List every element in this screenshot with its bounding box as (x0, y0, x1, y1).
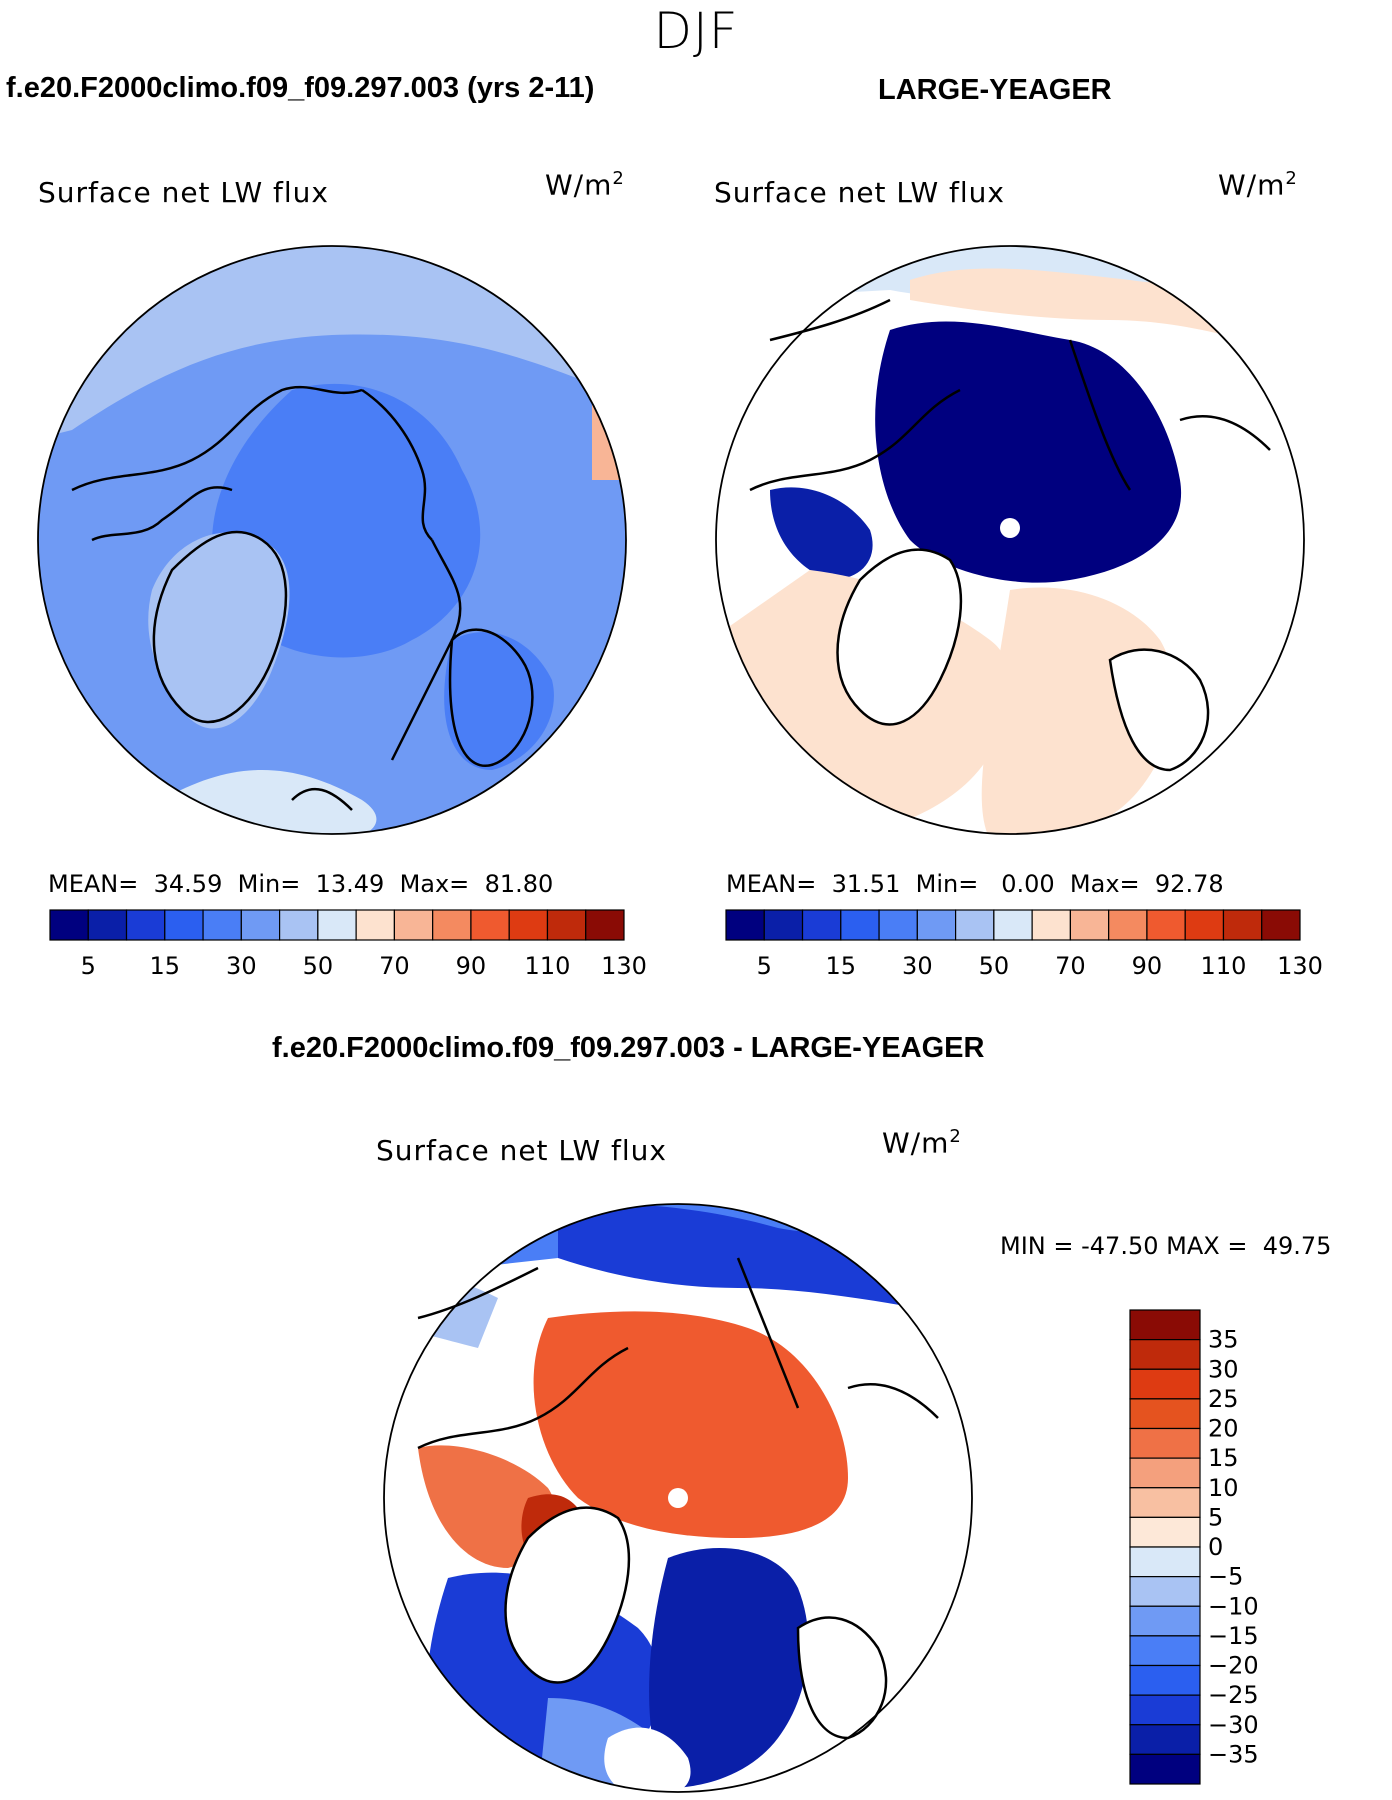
panel2-colorbar-swatch-7 (993, 909, 1033, 941)
panel3-colorbar-label-11: −20 (1208, 1652, 1259, 1680)
panel3-colorbar-swatch-15 (1129, 1753, 1201, 1785)
panel1-colorbar-swatch-3 (164, 909, 204, 941)
panel2-stats: MEAN= 31.51 Min= 0.00 Max= 92.78 (726, 870, 1224, 898)
panel3-colorbar-label-14: −35 (1208, 1740, 1259, 1768)
panel2-colorbar-label-5: 90 (1132, 952, 1163, 980)
panel2-colorbar-swatch-4 (878, 909, 918, 941)
panel1-colorbar-swatch-14 (585, 909, 625, 941)
panel2-colorbar-swatch-12 (1184, 909, 1225, 941)
panel2-colorbar-swatch-2 (801, 909, 842, 941)
panel1-colorbar-swatch-11 (470, 909, 510, 941)
panel1-colorbar-swatch-9 (393, 909, 434, 941)
panel3-colorbar-swatch-5 (1129, 1457, 1201, 1489)
panel2-colorbar-label-7: 130 (1277, 952, 1323, 980)
panel2-colorbar: 5 15 30 50 70 90 110 130 (725, 909, 1323, 980)
panel1-title: f.e20.F2000climo.f09_f09.297.003 (yrs 2-… (6, 72, 595, 104)
panel1-colorbar-label-1: 15 (150, 952, 181, 980)
panel3-colorbar-label-0: 35 (1208, 1326, 1239, 1354)
panel3-colorbar-label-10: −15 (1208, 1622, 1259, 1650)
panel3-colorbar-swatch-6 (1129, 1487, 1201, 1518)
panel2-colorbar-label-4: 70 (1055, 952, 1086, 980)
panel2-colorbar-swatch-5 (916, 909, 957, 941)
panel1-colorbar-label-5: 90 (456, 952, 487, 980)
panel2-units: W/m2 (1218, 168, 1298, 202)
panel3-colorbar-swatch-1 (1129, 1339, 1201, 1370)
panel3-title: f.e20.F2000climo.f09_f09.297.003 - LARGE… (272, 1032, 985, 1064)
panel3-colorbar-swatch-13 (1129, 1694, 1201, 1726)
panel3-colorbar-label-13: −30 (1208, 1711, 1259, 1739)
panel3-colorbar-label-12: −25 (1208, 1681, 1259, 1709)
panel3-colorbar-label-8: −5 (1208, 1563, 1243, 1591)
panel1-colorbar-label-4: 70 (379, 952, 410, 980)
panel1-colorbar-swatch-4 (202, 909, 242, 941)
panel1-label: Surface net LW flux (38, 176, 329, 209)
panel1-colorbar-label-2: 30 (226, 952, 257, 980)
panel2-colorbar-label-6: 110 (1201, 952, 1247, 980)
panel3-colorbar-swatch-4 (1129, 1427, 1201, 1459)
panel1-colorbar-swatch-8 (355, 909, 395, 941)
panel3-colorbar-swatch-0 (1129, 1309, 1201, 1341)
panel2-colorbar-swatch-13 (1222, 909, 1263, 941)
panel2-colorbar-swatch-10 (1108, 909, 1148, 941)
panel3-colorbar-swatch-14 (1129, 1724, 1201, 1755)
panel1-colorbar-swatch-5 (240, 909, 281, 941)
panel1-units: W/m2 (545, 168, 625, 202)
panel3-colorbar-label-4: 15 (1208, 1444, 1239, 1472)
panel3-colorbar-label-7: 0 (1208, 1533, 1223, 1561)
panel2-colorbar-label-0: 5 (757, 952, 772, 980)
panel3-colorbar-swatch-12 (1129, 1664, 1201, 1696)
panel3-colorbar-swatch-8 (1129, 1546, 1201, 1578)
panel2-colorbar-swatch-0 (725, 909, 765, 941)
panel3-colorbar-swatch-11 (1129, 1635, 1201, 1667)
panel1-colorbar-label-6: 110 (525, 952, 571, 980)
panel1-colorbar-label-0: 5 (81, 952, 96, 980)
panel3-colorbar-label-2: 25 (1208, 1385, 1239, 1413)
panel2-pole-marker (1000, 518, 1020, 538)
panel3-colorbar-swatch-3 (1129, 1398, 1201, 1430)
panel2-colorbar-swatch-3 (840, 909, 880, 941)
panel2-colorbar-swatch-11 (1146, 909, 1186, 941)
panel1-colorbar-swatch-2 (125, 909, 166, 941)
panel3-units: W/m2 (882, 1126, 962, 1160)
panel3-map (383, 1203, 973, 1793)
panel2-colorbar-swatch-1 (763, 909, 804, 941)
panel1-colorbar-swatch-7 (317, 909, 357, 941)
panel3-colorbar-label-3: 20 (1208, 1415, 1239, 1443)
panel3-colorbar-swatch-7 (1129, 1516, 1201, 1548)
panel2-colorbar-swatch-6 (955, 909, 995, 941)
panel2-label: Surface net LW flux (714, 176, 1005, 209)
panel2-colorbar-swatch-9 (1069, 909, 1110, 941)
panel2-colorbar-label-1: 15 (826, 952, 857, 980)
panel3-colorbar-swatch-2 (1129, 1368, 1201, 1400)
panel1-colorbar-swatch-0 (49, 909, 89, 941)
panel3-colorbar-swatch-10 (1129, 1605, 1201, 1637)
panel2-colorbar-label-2: 30 (902, 952, 933, 980)
panel1-map (37, 245, 627, 835)
panel3-stats: MIN = -47.50 MAX = 49.75 (1000, 1232, 1332, 1260)
panel1-colorbar-swatch-6 (279, 909, 319, 941)
panel3-colorbar-label-1: 30 (1208, 1355, 1239, 1383)
panel2-colorbar-swatch-14 (1261, 909, 1301, 941)
panel2-colorbar-label-3: 50 (979, 952, 1010, 980)
panel2-map (715, 245, 1305, 835)
panel3-colorbar-label-5: 10 (1208, 1474, 1239, 1502)
panel3-colorbar-label-6: 5 (1208, 1503, 1223, 1531)
panel1-colorbar-swatch-13 (546, 909, 587, 941)
panel1-colorbar-swatch-12 (508, 909, 549, 941)
panel3-colorbar-label-9: −10 (1208, 1592, 1259, 1620)
panel1-colorbar-label-3: 50 (303, 952, 334, 980)
panel1-colorbar-swatch-1 (87, 909, 128, 941)
panel1-colorbar-label-7: 130 (601, 952, 647, 980)
panel1-stats: MEAN= 34.59 Min= 13.49 Max= 81.80 (48, 870, 554, 898)
season-title: DJF (653, 2, 739, 60)
panel3-colorbar-swatch-9 (1129, 1576, 1201, 1607)
panel2-title: LARGE-YEAGER (878, 74, 1112, 106)
panel3-label: Surface net LW flux (376, 1134, 667, 1167)
panel2-colorbar-swatch-8 (1031, 909, 1071, 941)
panel1-colorbar-swatch-10 (432, 909, 472, 941)
panel1-colorbar: 5 15 30 50 70 90 110 130 (49, 909, 647, 980)
panel3-pole-marker (668, 1488, 688, 1508)
